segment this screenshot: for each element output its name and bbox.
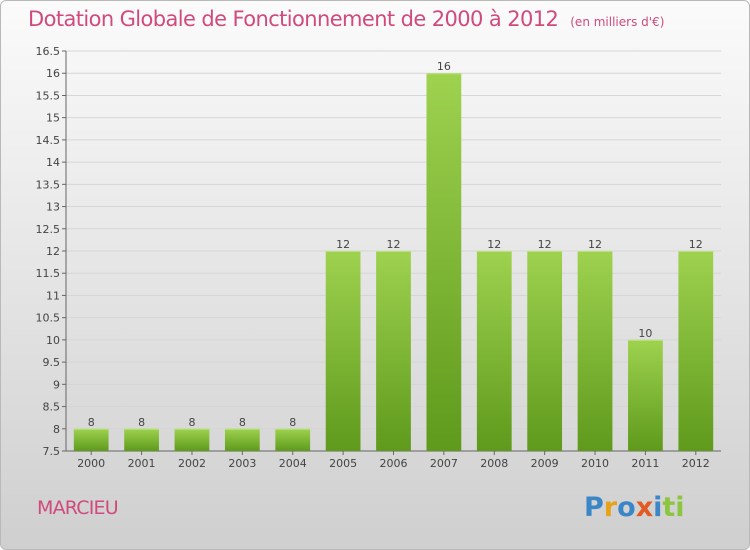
bar — [224, 428, 260, 451]
y-tick-label: 8.5 — [43, 401, 61, 414]
bar — [325, 251, 361, 451]
x-tick-label: 2001 — [128, 457, 156, 470]
bar — [275, 428, 311, 451]
bar — [577, 251, 613, 451]
x-tick-label: 2004 — [279, 457, 307, 470]
y-tick-label: 14.5 — [36, 134, 61, 147]
data-label: 12 — [689, 238, 703, 251]
y-tick-label: 11.5 — [36, 267, 61, 280]
x-tick-label: 2008 — [480, 457, 508, 470]
y-tick-label: 9.5 — [43, 356, 61, 369]
labels: 7.5 8 8.5 9 9.5 10 10.5 11 11.5 12 12.5 13 13.5 14 14.… — [36, 45, 710, 470]
y-tick-label: 8 — [53, 423, 60, 436]
y-tick-label: 15.5 — [36, 89, 61, 102]
bar — [527, 251, 563, 451]
title-text: Dotation Globale de Fonctionnement de 20… — [28, 7, 559, 31]
data-label: 12 — [487, 238, 501, 251]
chart-subtitle: (en milliers d'€) — [570, 15, 665, 29]
data-label: 8 — [138, 416, 145, 429]
bar — [678, 251, 714, 451]
logo-letter: i — [653, 492, 663, 523]
bar — [476, 251, 512, 451]
y-tick-label: 13.5 — [36, 178, 61, 191]
x-tick-label: 2011 — [631, 457, 659, 470]
x-tick-label: 2000 — [77, 457, 105, 470]
logo-letter: x — [635, 492, 654, 523]
y-tick-label: 10 — [46, 334, 60, 347]
proxiti-logo: Proxiti — [584, 492, 685, 523]
logo-letter: ti — [662, 492, 685, 523]
logo-letter: r — [603, 492, 618, 523]
y-tick-label: 12 — [46, 245, 60, 258]
bars — [73, 73, 714, 451]
data-label: 12 — [336, 238, 350, 251]
bar — [426, 73, 462, 451]
bar — [174, 428, 210, 451]
y-tick-label: 7.5 — [43, 445, 61, 458]
bar — [73, 428, 109, 451]
chart-title: Dotation Globale de Fonctionnement de 20… — [28, 7, 664, 31]
data-label: 12 — [387, 238, 401, 251]
logo-letter: o — [617, 492, 636, 523]
x-tick-label: 2007 — [430, 457, 458, 470]
data-label: 8 — [239, 416, 246, 429]
y-tick-label: 11 — [46, 289, 60, 302]
data-label: 12 — [538, 238, 552, 251]
bar — [628, 339, 663, 451]
x-tick-label: 2005 — [329, 457, 357, 470]
y-tick-label: 16 — [46, 67, 60, 80]
x-tick-label: 2006 — [380, 457, 408, 470]
x-tick-label: 2003 — [228, 457, 256, 470]
data-label: 8 — [188, 416, 195, 429]
data-label: 8 — [289, 416, 296, 429]
y-tick-label: 16.5 — [36, 45, 61, 58]
bar — [376, 251, 411, 451]
y-tick-label: 12.5 — [36, 223, 61, 236]
x-tick-label: 2009 — [531, 457, 559, 470]
y-tick-label: 9 — [53, 378, 60, 391]
y-tick-label: 13 — [46, 201, 60, 214]
x-tick-label: 2010 — [581, 457, 609, 470]
commune-name: MARCIEU — [37, 497, 119, 519]
data-label: 12 — [588, 238, 602, 251]
data-label: 16 — [437, 60, 451, 73]
x-tick-label: 2002 — [178, 457, 206, 470]
data-label: 10 — [638, 327, 652, 340]
data-label: 8 — [88, 416, 95, 429]
grid-lines — [66, 50, 721, 452]
y-tick-label: 15 — [46, 112, 60, 125]
bar — [124, 428, 159, 451]
x-tick-label: 2012 — [682, 457, 710, 470]
y-tick-label: 14 — [46, 156, 60, 169]
logo-letter: P — [584, 492, 604, 523]
y-tick-label: 10.5 — [36, 312, 61, 325]
